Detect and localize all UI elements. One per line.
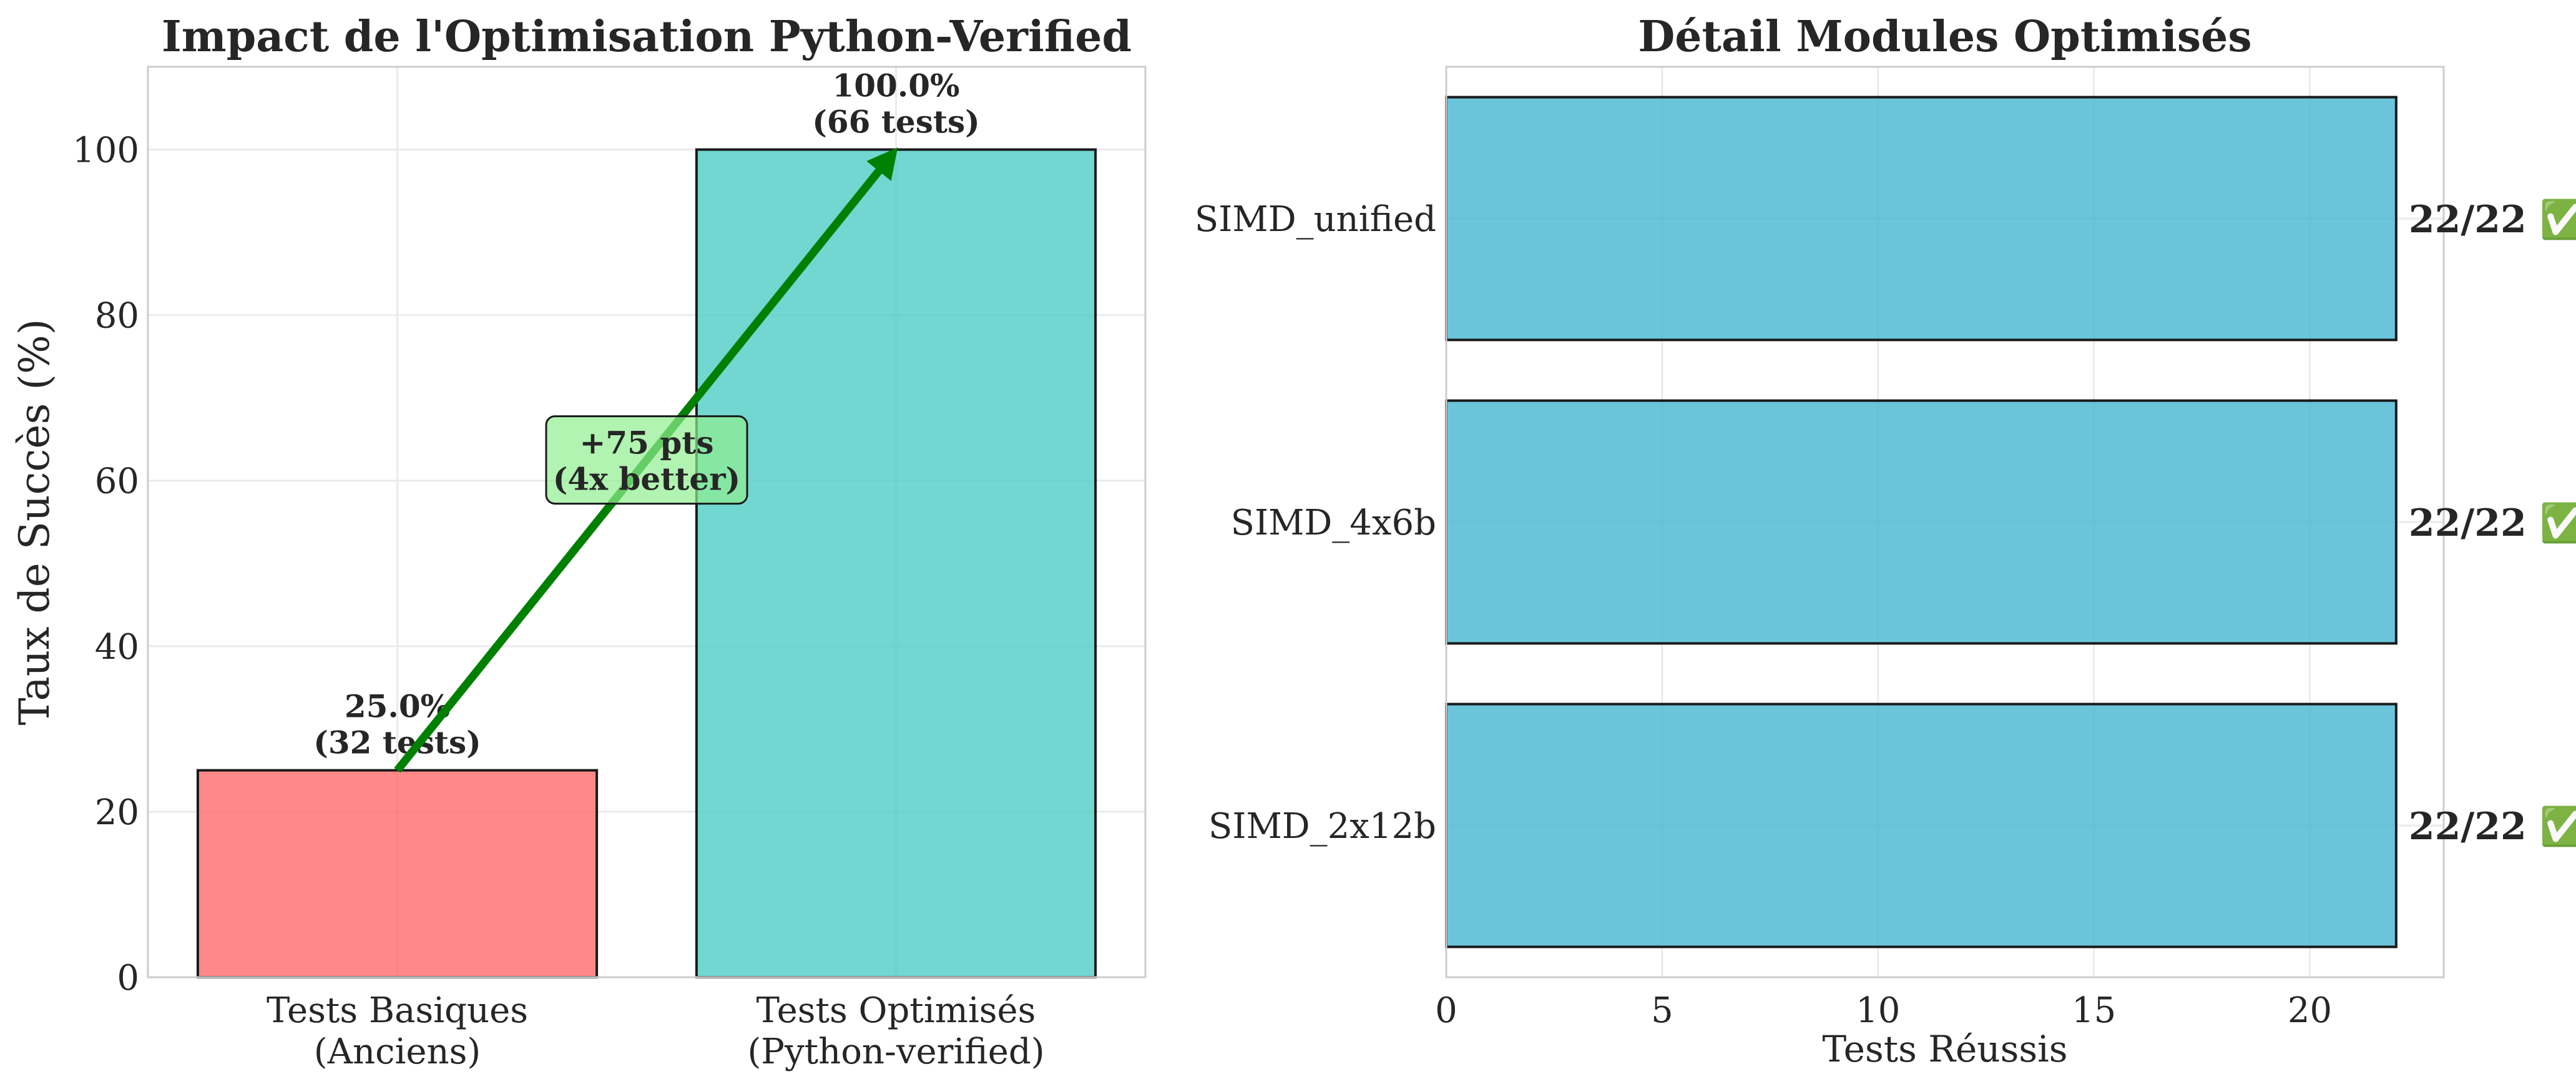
bar-value-label: 22/22 ✅: [2409, 198, 2576, 242]
x-tick-label: 0: [1435, 990, 1457, 1031]
x-tick-label: 5: [1651, 990, 1673, 1031]
left-bars: [196, 148, 1097, 979]
x-tick-label-line: (Anciens): [314, 1032, 481, 1072]
right-x-axis-label: Tests Réussis: [1823, 1028, 2068, 1070]
data-label-line: (32 tests): [313, 724, 481, 761]
data-label: 25.0% (32 tests): [313, 688, 481, 761]
data-label-line: 25.0%: [345, 688, 450, 725]
x-tick-label-line: (Python-verified): [747, 1032, 1044, 1072]
bar-simd-4x6b: [1445, 399, 2397, 645]
x-tick-label: 10: [1856, 990, 1900, 1031]
x-tick-label-line: Tests Optimisés: [757, 990, 1036, 1031]
y-tick-label: 40: [95, 627, 139, 668]
x-tick-label: 20: [2288, 990, 2332, 1031]
y-tick-label: 20: [95, 792, 139, 833]
right-chart-title: Détail Modules Optimisés: [1638, 12, 2251, 62]
improvement-annotation: +75 pts (4x better): [394, 147, 898, 773]
bar-tests-basiques: [196, 769, 599, 978]
left-chart-title: Impact de l'Optimisation Python-Verified: [162, 12, 1132, 62]
x-tick-label: Tests Optimisés (Python-verified): [747, 990, 1044, 1072]
x-tick-label: 15: [2072, 990, 2116, 1031]
y-tick-label: 100: [72, 131, 139, 171]
improvement-arrow-head: [866, 147, 898, 181]
left-y-ticks: 0 20 40 60 80 100: [72, 131, 139, 998]
right-chart: 0 5 10 15 20 SIMD_unified SIMD_4x6b SIMD_2x12b…: [1195, 12, 2576, 1070]
y-tick-label: SIMD_4x6b: [1231, 503, 1436, 543]
y-tick-label: SIMD_2x12b: [1208, 806, 1436, 847]
annotation-text-line: +75 pts: [579, 425, 713, 461]
data-label-line: (66 tests): [812, 104, 980, 140]
right-bar-labels: 22/22 ✅ 22/22 ✅ 22/22 ✅: [2409, 198, 2576, 849]
data-label-line: 100.0%: [832, 67, 959, 104]
x-tick-label: Tests Basiques (Anciens): [267, 990, 528, 1072]
bar-simd-2x12b: [1445, 702, 2397, 948]
left-y-axis-label: Taux de Succès (%): [11, 318, 59, 725]
bar-tests-optimises: [695, 148, 1097, 979]
bar-simd-unified: [1445, 96, 2397, 342]
y-tick-label: SIMD_unified: [1195, 199, 1436, 240]
y-tick-label: 80: [95, 296, 139, 337]
annotation-text: +75 pts (4x better): [553, 425, 740, 498]
bar-value-label: 22/22 ✅: [2409, 805, 2576, 849]
annotation-text-line: (4x better): [553, 461, 740, 498]
right-plot-border: [1445, 66, 2445, 978]
y-tick-label: 60: [95, 461, 139, 502]
right-y-ticks: SIMD_unified SIMD_4x6b SIMD_2x12b: [1195, 199, 1436, 847]
bar-value-label: 22/22 ✅: [2409, 501, 2576, 545]
x-tick-label-line: Tests Basiques: [267, 990, 528, 1031]
data-label: 100.0% (66 tests): [812, 67, 980, 140]
left-data-labels: 25.0% (32 tests) 100.0% (66 tests): [313, 67, 980, 761]
right-bars: [1445, 96, 2397, 948]
right-x-ticks: 0 5 10 15 20: [1435, 990, 2332, 1031]
annotation-box: [545, 415, 748, 505]
y-tick-label: 0: [117, 958, 139, 998]
left-x-ticks: Tests Basiques (Anciens) Tests Optimisés (P…: [267, 990, 1045, 1072]
left-plot-border: [147, 66, 1147, 978]
